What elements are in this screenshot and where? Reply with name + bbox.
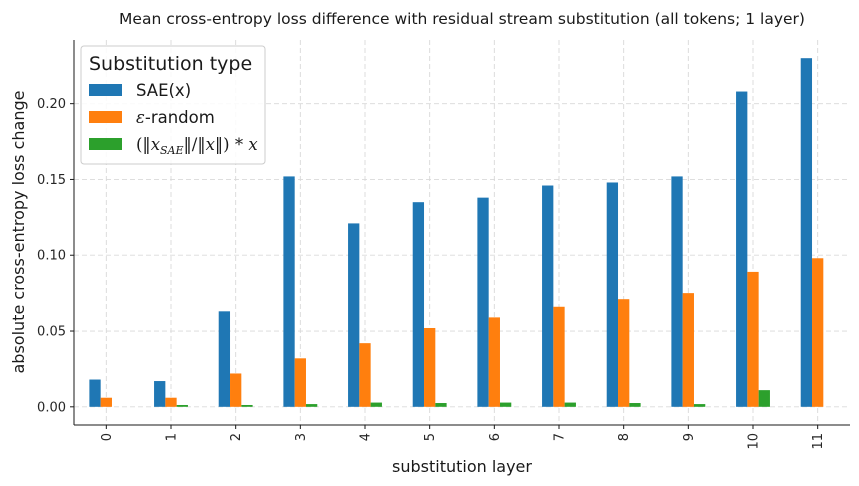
x-tick-label: 7	[553, 433, 568, 441]
bar-sae-11	[800, 58, 813, 407]
x-tick-label: 2	[229, 433, 244, 441]
bars	[89, 58, 824, 407]
y-tick-label: 0.05	[37, 325, 66, 340]
bar-sae-7	[542, 185, 554, 407]
bar-epsilon-random-2	[230, 373, 242, 407]
x-tick-label: 0	[100, 433, 115, 441]
x-tick-label: 5	[423, 433, 438, 441]
bar-sae-4	[348, 223, 360, 407]
x-tick-label: 8	[617, 433, 632, 441]
bar-norm-scaled-4	[370, 402, 382, 407]
bar-epsilon-random-8	[618, 299, 630, 407]
bar-epsilon-random-7	[553, 306, 565, 407]
bar-norm-scaled-10	[758, 390, 770, 407]
legend-label-norm: (‖xSAE‖/‖x‖) * x	[136, 135, 258, 157]
y-tick-label: 0.00	[37, 400, 66, 415]
y-tick-label: 0.15	[37, 173, 66, 188]
x-axis-label: substitution layer	[392, 457, 532, 476]
bar-epsilon-random-1	[165, 397, 177, 407]
bar-sae-5	[412, 202, 425, 407]
legend-swatch-eps	[89, 111, 122, 123]
bar-epsilon-random-11	[812, 258, 824, 407]
y-axis-label: absolute cross-entropy loss change	[9, 91, 28, 374]
chart-title: Mean cross-entropy loss difference with …	[119, 10, 805, 28]
bar-epsilon-random-4	[359, 343, 371, 407]
bar-norm-scaled-9	[693, 404, 706, 407]
bar-epsilon-random-3	[294, 358, 306, 407]
bar-sae-2	[218, 311, 231, 407]
y-ticks: 0.00 0.05 0.10 0.15 0.20	[37, 97, 74, 415]
bar-sae-6	[477, 197, 489, 407]
bar-norm-scaled-7	[564, 402, 576, 407]
bar-norm-scaled-1	[176, 404, 188, 407]
bar-norm-scaled-2	[241, 404, 253, 407]
bar-sae-3	[283, 176, 295, 407]
bar-epsilon-random-10	[747, 271, 759, 407]
bar-epsilon-random-0	[100, 397, 112, 407]
y-tick-label: 0.10	[37, 249, 66, 264]
bar-sae-9	[671, 176, 683, 407]
bar-norm-scaled-6	[499, 402, 512, 407]
bar-norm-scaled-3	[305, 404, 318, 407]
bar-sae-1	[154, 381, 166, 407]
bar-norm-scaled-5	[435, 403, 447, 407]
legend-swatch-norm	[89, 138, 122, 150]
bar-sae-8	[606, 182, 619, 407]
x-tick-label: 6	[488, 433, 503, 441]
legend-label-sae: SAE(x)	[136, 81, 191, 100]
x-tick-label: 1	[165, 433, 180, 441]
x-tick-label: 11	[811, 433, 826, 450]
bar-norm-scaled-8	[629, 403, 641, 407]
bar-epsilon-random-6	[488, 317, 500, 407]
bar-epsilon-random-5	[424, 327, 436, 407]
legend: Substitution type SAE(x) ε-random (‖xSAE…	[80, 45, 266, 165]
bar-epsilon-random-9	[682, 293, 694, 407]
x-tick-label: 3	[294, 433, 309, 441]
x-tick-label: 4	[359, 433, 374, 441]
legend-title: Substitution type	[89, 53, 252, 75]
x-ticks: 0 1 2 3 4 5 6 7 8 9 10 11	[100, 425, 826, 450]
bar-sae-0	[89, 379, 101, 407]
legend-label-eps: ε-random	[136, 108, 215, 127]
x-tick-label: 9	[682, 433, 697, 441]
bar-sae-10	[736, 91, 748, 407]
x-tick-label: 10	[747, 433, 762, 450]
legend-swatch-sae	[89, 84, 122, 96]
y-tick-label: 0.20	[37, 97, 66, 112]
legend-frame	[80, 45, 266, 165]
